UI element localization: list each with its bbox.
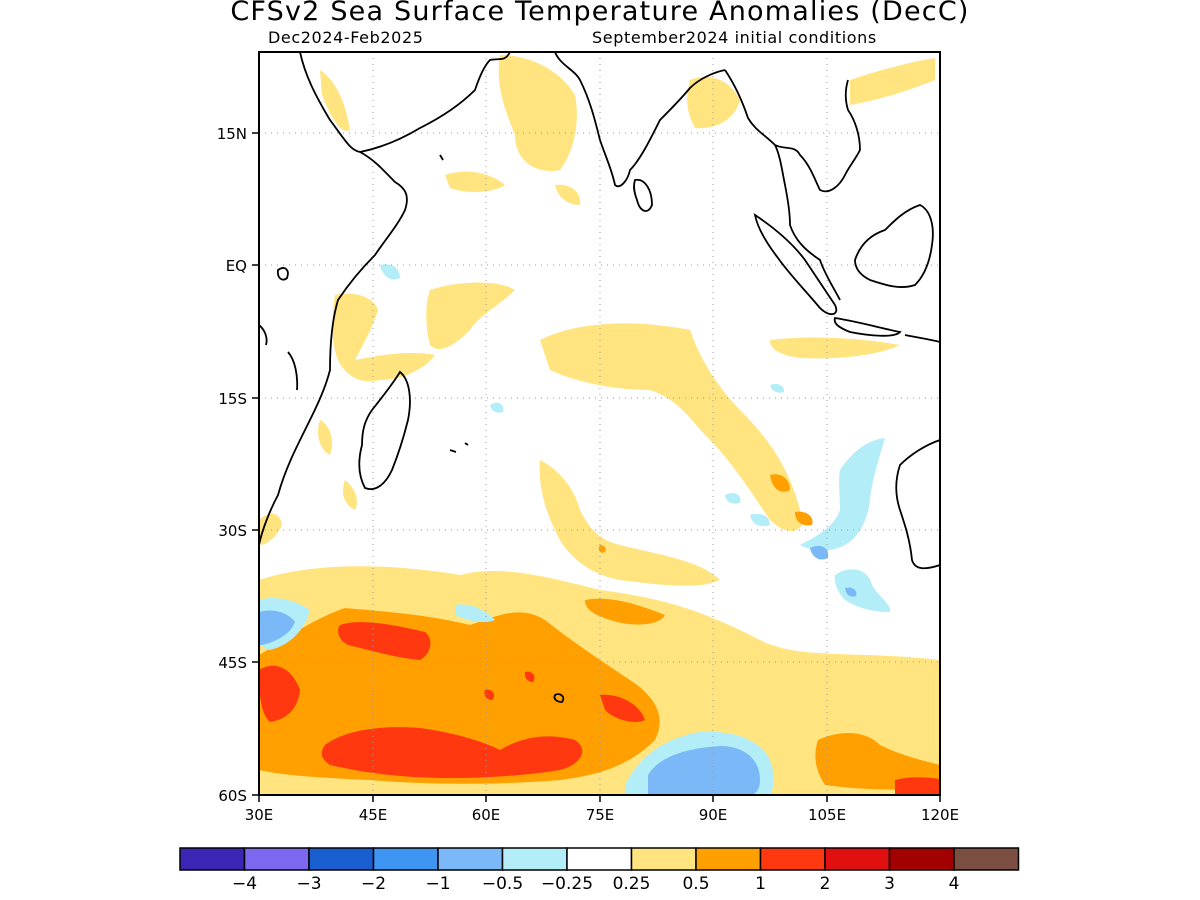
axis-ticks xyxy=(252,132,941,802)
lake-tanganyika xyxy=(259,324,268,346)
lon-label-120e: 120E xyxy=(921,806,959,824)
colorbar-label: −1 xyxy=(425,874,450,894)
socotra xyxy=(439,154,444,161)
forecast-period: Dec2024-Feb2025 xyxy=(268,28,424,47)
anomaly-field xyxy=(259,55,940,795)
colorbar-label: 3 xyxy=(884,874,895,894)
longitude-labels: 30E 45E 60E 75E 90E 105E 120E xyxy=(245,806,959,824)
initial-conditions: September2024 initial conditions xyxy=(592,28,877,47)
colorbar-label: 0.5 xyxy=(682,874,709,894)
borneo xyxy=(854,204,934,288)
colorbar: −4 −3 −2 −1 −0.5 −0.25 0.25 0.5 1 2 3 4 xyxy=(179,847,1020,894)
sumatra xyxy=(753,213,838,315)
colorbar-label: −3 xyxy=(296,874,321,894)
colorbar-swatch xyxy=(437,847,504,871)
colorbar-label: 4 xyxy=(949,874,960,894)
reunion xyxy=(464,442,469,446)
lat-label-30s: 30S xyxy=(218,522,247,540)
java xyxy=(833,316,902,337)
southeast-asia-coast xyxy=(724,69,861,301)
madagascar xyxy=(358,370,411,490)
colorbar-swatch xyxy=(243,847,310,871)
lat-label-15s: 15S xyxy=(218,390,247,408)
colorbar-swatch xyxy=(759,847,826,871)
lon-label-45e: 45E xyxy=(359,806,388,824)
colorbar-swatch xyxy=(953,847,1020,871)
colorbar-label: −0.5 xyxy=(482,874,523,894)
lon-label-90e: 90E xyxy=(699,806,728,824)
lat-label-45s: 45S xyxy=(218,654,247,672)
lon-label-60e: 60E xyxy=(472,806,501,824)
india-coast xyxy=(554,52,726,188)
warm-strong-patches xyxy=(259,622,940,795)
coastlines xyxy=(259,52,940,703)
lat-label-60s: 60S xyxy=(218,787,247,805)
lake-victoria xyxy=(276,267,289,281)
sri-lanka xyxy=(633,178,653,212)
lat-label-15n: 15N xyxy=(217,125,247,143)
mauritius xyxy=(449,449,457,453)
colorbar-swatch xyxy=(179,847,246,871)
map-title: CFSv2 Sea Surface Temperature Anomalies … xyxy=(230,0,970,27)
colorbar-swatch xyxy=(888,847,955,871)
lake-malawi xyxy=(287,351,299,391)
colorbar-swatch xyxy=(630,847,697,871)
lat-label-eq: EQ xyxy=(226,257,247,275)
lon-label-75e: 75E xyxy=(586,806,615,824)
africa-arabia-coast xyxy=(259,52,511,546)
colorbar-label: −2 xyxy=(361,874,386,894)
lon-label-105e: 105E xyxy=(808,806,846,824)
colorbar-swatch xyxy=(501,847,568,871)
colorbar-label: 2 xyxy=(820,874,831,894)
australia-coast xyxy=(895,439,940,570)
colorbar-swatch xyxy=(372,847,439,871)
colorbar-swatch xyxy=(695,847,762,871)
latitude-labels: 15N EQ 15S 30S 45S 60S xyxy=(217,125,247,805)
cool-moderate-patches xyxy=(259,545,857,795)
colorbar-swatch xyxy=(566,847,633,871)
colorbar-swatch xyxy=(308,847,375,871)
lesser-sunda xyxy=(904,334,940,343)
lon-label-30e: 30E xyxy=(245,806,274,824)
kerguelen xyxy=(553,693,565,703)
colorbar-label: −4 xyxy=(232,874,257,894)
colorbar-label: −0.25 xyxy=(541,874,593,894)
colorbar-label: 0.25 xyxy=(613,874,651,894)
colorbar-swatch xyxy=(824,847,891,871)
colorbar-label: 1 xyxy=(755,874,766,894)
